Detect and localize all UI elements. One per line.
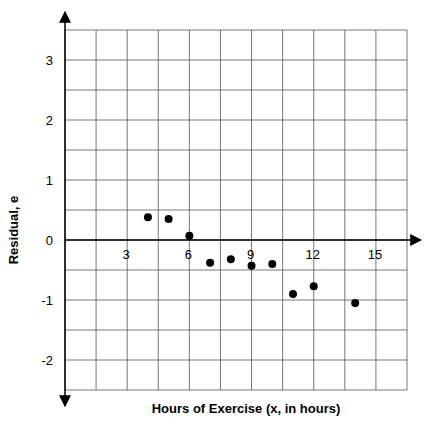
grid [65,30,407,390]
grid-line-y [65,150,407,151]
grid-line-y [65,330,407,331]
y-tick-label: 2 [46,113,53,128]
y-axis-title: Residual, e [6,196,21,265]
y-tick-label: 3 [46,53,53,68]
point [268,260,276,268]
grid-line-y [65,390,407,391]
x-tick-label: 6 [185,247,192,262]
y-tick-label: -1 [41,293,53,308]
y-axis [64,12,66,406]
x-tick-label: 9 [247,247,254,262]
x-tick-label: 15 [368,247,382,262]
grid-line-y [65,270,407,271]
point [310,282,318,290]
point [227,255,235,263]
point [351,299,359,307]
point [144,213,152,221]
grid-line-y [65,30,407,31]
x-axis [65,239,421,241]
chart: 3691215-2-10123Hours of Exercise (x, in … [0,0,431,426]
x-axis-title: Hours of Exercise (x, in hours) [152,401,341,416]
x-tick-label: 12 [305,247,319,262]
y-tick-label: 1 [46,173,53,188]
point [185,232,193,240]
point [206,259,214,267]
grid-line-y [65,360,407,361]
grid-line-y [65,210,407,211]
y-tick-label: 0 [46,233,53,248]
point [289,290,297,298]
point [248,262,256,270]
grid-line-y [65,60,407,61]
grid-line-y [65,120,407,121]
points [144,213,359,307]
x-tick-label: 3 [123,247,130,262]
grid-line-y [65,180,407,181]
y-tick-label: -2 [41,353,53,368]
point [165,215,173,223]
grid-line-y [65,90,407,91]
